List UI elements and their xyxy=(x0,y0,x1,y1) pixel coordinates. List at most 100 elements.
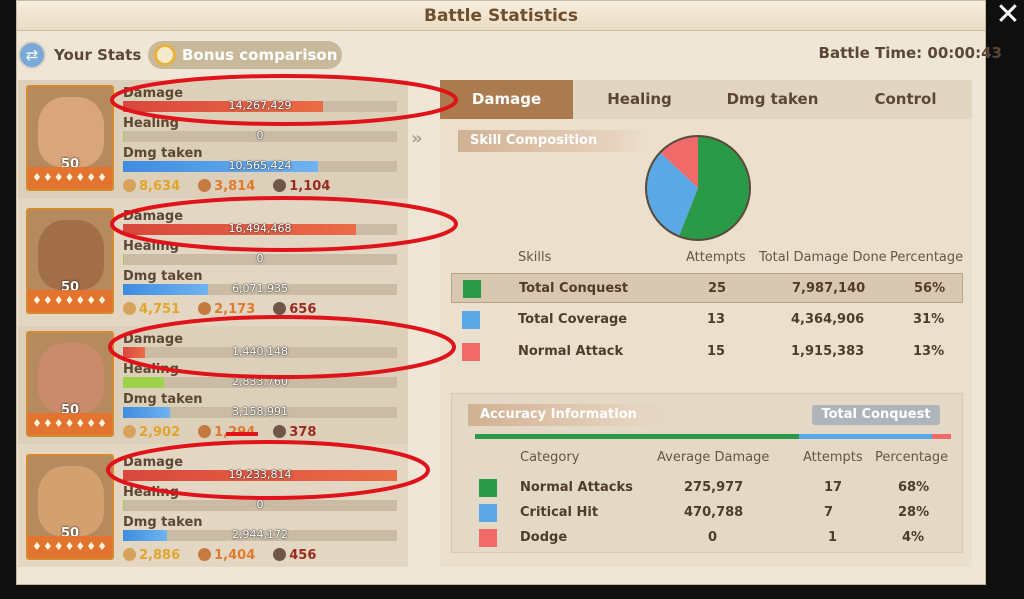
accuracy-bar-segment xyxy=(475,434,799,439)
hero-face-image xyxy=(38,97,104,167)
tab-dmg-taken[interactable]: Dmg taken xyxy=(726,90,819,108)
average-damage: 470,788 xyxy=(684,505,744,520)
dmg-taken-value: 10,565,424 xyxy=(228,159,292,172)
bonus-comparison-label: Bonus comparison xyxy=(182,46,338,64)
skill-damage: 4,364,906 xyxy=(791,312,865,327)
attempts: 17 xyxy=(824,480,843,495)
magnifier-icon xyxy=(154,44,176,66)
col-percentage: Percentage xyxy=(875,450,949,465)
hero-row[interactable]: 50 ♦♦♦♦♦♦♦ Damage 1,440,148 Healing 2,83… xyxy=(18,326,408,444)
your-stats-label: Your Stats xyxy=(54,46,142,64)
hero-list[interactable]: 50 ♦♦♦♦♦♦♦ Damage 14,267,429 Healing 0 D… xyxy=(18,80,408,567)
window-title: Battle Statistics xyxy=(423,6,579,26)
skill-selector[interactable]: Total Conquest xyxy=(812,405,940,425)
attempts: 1 xyxy=(828,530,838,545)
soldier-icon xyxy=(123,547,136,561)
accuracy-header: Accuracy Information xyxy=(468,404,668,426)
swatch xyxy=(463,280,481,298)
unit-counts: 2,886 1,404 456 xyxy=(123,546,316,564)
skill-row[interactable]: Total Conquest 25 7,987,140 56% xyxy=(451,273,963,303)
accuracy-bar-segment xyxy=(798,434,932,439)
dmg-taken-value: 3,158,991 xyxy=(232,405,288,418)
count-1: 2,886 xyxy=(123,547,180,563)
skill-pie-chart xyxy=(642,132,754,244)
skill-percentage: 31% xyxy=(913,312,945,327)
stat-tabs: Damage Healing Dmg taken Control xyxy=(440,80,972,119)
col-average-damage: Average Damage xyxy=(657,450,770,465)
tab-damage[interactable]: Damage xyxy=(440,80,573,119)
healing-bar: 2,833,760 xyxy=(123,375,397,388)
hero-portrait[interactable]: 50 ♦♦♦♦♦♦♦ xyxy=(26,85,114,191)
wounded-icon xyxy=(198,301,212,315)
unit-counts: 8,634 3,814 1,104 xyxy=(123,177,330,195)
healing-value: 0 xyxy=(256,498,264,511)
category-name: Normal Attacks xyxy=(520,480,633,495)
damage-value: 14,267,429 xyxy=(228,99,292,112)
swatch xyxy=(462,343,480,361)
damage-bar: 16,494,468 xyxy=(123,222,397,235)
tab-control[interactable]: Control xyxy=(874,90,937,108)
star-rating-icons: ♦♦♦♦♦♦♦ xyxy=(28,413,112,435)
dmg-taken-bar: 6,071,935 xyxy=(123,282,397,295)
star-rating-icons: ♦♦♦♦♦♦♦ xyxy=(28,167,112,189)
col-attempts: Attempts xyxy=(803,450,863,465)
pie-svg xyxy=(645,135,751,241)
tab-healing[interactable]: Healing xyxy=(607,90,672,108)
skill-name: Normal Attack xyxy=(518,344,624,359)
skull-icon xyxy=(273,424,287,438)
healing-bar: 0 xyxy=(123,498,397,511)
count-3: 656 xyxy=(273,301,316,317)
close-icon[interactable]: ✕ xyxy=(995,0,1021,32)
accuracy-row: Normal Attacks 275,977 17 68% xyxy=(451,473,963,503)
skill-attempts: 25 xyxy=(708,281,727,296)
double-chevron-right-icon: » xyxy=(411,128,423,149)
col-skills: Skills xyxy=(518,250,552,265)
title-bar: Battle Statistics xyxy=(17,1,985,31)
percentage: 68% xyxy=(898,480,930,495)
unit-counts: 4,751 2,173 656 xyxy=(123,300,316,318)
healing-value: 0 xyxy=(256,129,264,142)
skull-icon xyxy=(273,547,287,561)
attempts: 7 xyxy=(824,505,834,520)
skill-composition-header: Skill Composition xyxy=(458,130,648,152)
col-percentage: Percentage xyxy=(890,250,964,265)
skill-row[interactable]: Normal Attack 15 1,915,383 13% xyxy=(451,337,963,367)
bonus-comparison-button[interactable]: Bonus comparison xyxy=(148,41,342,69)
dmg-taken-bar: 2,944,172 xyxy=(123,528,397,541)
skill-percentage: 56% xyxy=(914,281,946,296)
skill-row[interactable]: Total Coverage 13 4,364,906 31% xyxy=(451,305,963,335)
average-damage: 275,977 xyxy=(684,480,744,495)
hero-row[interactable]: 50 ♦♦♦♦♦♦♦ Damage 19,233,814 Healing 0 D… xyxy=(18,449,408,567)
soldier-icon xyxy=(123,301,136,315)
percentage: 4% xyxy=(902,530,925,545)
unit-counts: 2,902 1,294 378 xyxy=(123,423,316,441)
count-2: 1,294 xyxy=(198,424,255,440)
hero-portrait[interactable]: 50 ♦♦♦♦♦♦♦ xyxy=(26,454,114,560)
healing-bar: 0 xyxy=(123,129,397,142)
col-total-damage: Total Damage Done xyxy=(759,250,887,265)
hero-row[interactable]: 50 ♦♦♦♦♦♦♦ Damage 14,267,429 Healing 0 D… xyxy=(18,80,408,198)
dmg-taken-label: Dmg taken xyxy=(123,515,203,530)
skull-icon xyxy=(273,178,287,192)
count-3: 378 xyxy=(273,424,316,440)
count-1: 4,751 xyxy=(123,301,180,317)
your-stats-toggle[interactable]: ⇄ Your Stats xyxy=(18,40,141,70)
dmg-taken-label: Dmg taken xyxy=(123,146,203,161)
damage-bar: 19,233,814 xyxy=(123,468,397,481)
wounded-icon xyxy=(198,547,212,561)
swatch xyxy=(479,479,497,497)
star-rating-icons: ♦♦♦♦♦♦♦ xyxy=(28,536,112,558)
hero-row[interactable]: 50 ♦♦♦♦♦♦♦ Damage 16,494,468 Healing 0 D… xyxy=(18,203,408,321)
skill-name: Total Conquest xyxy=(519,281,629,296)
skill-damage: 1,915,383 xyxy=(791,344,865,359)
hero-portrait[interactable]: 50 ♦♦♦♦♦♦♦ xyxy=(26,331,114,437)
skill-damage: 7,987,140 xyxy=(792,281,866,296)
dmg-taken-value: 2,944,172 xyxy=(232,528,288,541)
pie-slice xyxy=(678,136,750,240)
dmg-taken-bar: 10,565,424 xyxy=(123,159,397,172)
count-3: 456 xyxy=(273,547,316,563)
skill-name: Total Coverage xyxy=(518,312,628,327)
pie-slice xyxy=(660,136,698,188)
hero-portrait[interactable]: 50 ♦♦♦♦♦♦♦ xyxy=(26,208,114,314)
